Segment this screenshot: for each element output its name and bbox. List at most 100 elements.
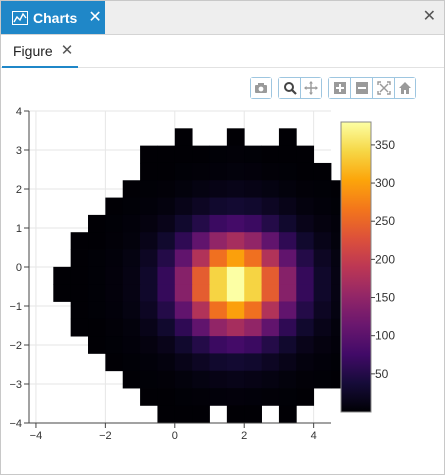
heatmap-cell-6-8 bbox=[174, 214, 193, 233]
heatmap-cell-12-11 bbox=[226, 318, 245, 337]
heatmap-cell-14-10 bbox=[209, 353, 228, 372]
home-icon[interactable] bbox=[394, 77, 416, 99]
heatmap-cell-2-11 bbox=[226, 145, 245, 164]
heatmap-cell-16-14 bbox=[278, 388, 297, 406]
y-tick-label-7: 3 bbox=[16, 145, 22, 157]
heatmap-cell-4-15 bbox=[296, 180, 315, 198]
heatmap-cell-8-13 bbox=[261, 249, 280, 268]
colorbar-tick-label-3: 200 bbox=[375, 252, 395, 266]
heatmap-cell-7-3 bbox=[88, 232, 106, 250]
x-tick-label-2: 0 bbox=[172, 430, 178, 441]
close-icon[interactable]: ✕ bbox=[88, 8, 102, 26]
y-tick-label-4: 0 bbox=[16, 262, 22, 274]
heatmap-cell-14-6 bbox=[140, 353, 158, 372]
heatmap-cell-9-12 bbox=[244, 266, 262, 285]
heatmap-cell-12-12 bbox=[244, 318, 262, 337]
heatmap-cell-10-3 bbox=[88, 284, 106, 302]
heatmap-cell-4-16 bbox=[313, 180, 332, 198]
heatmap-cell-8-5 bbox=[122, 249, 141, 268]
heatmap-cell-8-16 bbox=[313, 249, 332, 268]
zoom-out-icon[interactable] bbox=[350, 77, 372, 99]
heatmap-cell-14-15 bbox=[296, 353, 315, 372]
heatmap-cell-4-13 bbox=[261, 180, 280, 198]
heatmap-cell-4-5 bbox=[122, 180, 141, 198]
heatmap-cell-17-11 bbox=[226, 405, 245, 424]
zoom-icon[interactable] bbox=[278, 77, 300, 99]
heatmap-cell-14-16 bbox=[313, 353, 332, 372]
heatmap-cell-17-7 bbox=[157, 405, 176, 424]
heatmap-cell-6-12 bbox=[244, 214, 262, 233]
heatmap-cell-5-14 bbox=[278, 197, 297, 216]
heatmap-cell-8-11 bbox=[226, 249, 245, 268]
tab-figure-label: Figure bbox=[13, 42, 53, 59]
heatmap-cell-5-16 bbox=[313, 197, 332, 216]
x-tick-label-3: 2 bbox=[241, 430, 247, 441]
pan-icon[interactable] bbox=[300, 77, 322, 99]
heatmap-cell-14-13 bbox=[261, 353, 280, 372]
heatmap-cell-15-15 bbox=[296, 370, 315, 389]
heatmap-cell-2-12 bbox=[244, 145, 262, 164]
heatmap-cell-7-9 bbox=[192, 232, 210, 250]
heatmap-cell-13-9 bbox=[192, 336, 210, 354]
tab-figure[interactable]: Figure ✕ bbox=[2, 35, 78, 68]
heatmap-cell-3-15 bbox=[296, 162, 315, 181]
heatmap-cell-6-16 bbox=[313, 214, 332, 233]
heatmap-cell-11-4 bbox=[105, 301, 124, 320]
heatmap-cell-4-11 bbox=[226, 180, 245, 198]
heatmap-cell-3-6 bbox=[140, 162, 158, 181]
heatmap-cell-10-8 bbox=[174, 284, 193, 302]
heatmap-cell-11-10 bbox=[209, 301, 228, 320]
heatmap-cell-13-15 bbox=[296, 336, 315, 354]
camera-icon[interactable] bbox=[250, 77, 272, 99]
heatmap-cell-7-6 bbox=[140, 232, 158, 250]
heatmap-cell-10-6 bbox=[140, 284, 158, 302]
heatmap-cell-17-8 bbox=[174, 405, 193, 424]
heatmap-cell-3-12 bbox=[244, 162, 262, 181]
heatmap-cell-8-15 bbox=[296, 249, 315, 268]
heatmap-cell-7-8 bbox=[174, 232, 193, 250]
heatmap-cell-5-13 bbox=[261, 197, 280, 216]
close-icon[interactable]: ✕ bbox=[60, 42, 74, 59]
heatmap-cell-16-13 bbox=[261, 388, 280, 406]
heatmap-cell-6-6 bbox=[140, 214, 158, 233]
heatmap-cell-3-8 bbox=[174, 162, 193, 181]
heatmap-cell-5-11 bbox=[226, 197, 245, 216]
heatmap-cell-7-16 bbox=[313, 232, 332, 250]
heatmap-cell-1-14 bbox=[278, 128, 297, 147]
heatmap-cell-7-7 bbox=[157, 232, 176, 250]
heatmap-cell-12-8 bbox=[174, 318, 193, 337]
heatmap-cell-11-3 bbox=[88, 301, 106, 320]
heatmap-cell-13-11 bbox=[226, 336, 245, 354]
heatmap-cell-13-14 bbox=[278, 336, 297, 354]
heatmap-cell-16-7 bbox=[157, 388, 176, 406]
heatmap-cell-11-5 bbox=[122, 301, 141, 320]
heatmap-cell-7-10 bbox=[209, 232, 228, 250]
autoscale-icon[interactable] bbox=[372, 77, 394, 99]
heatmap-cell-13-10 bbox=[209, 336, 228, 354]
tab-charts[interactable]: Charts ✕ bbox=[1, 1, 105, 34]
heatmap-cell-14-14 bbox=[278, 353, 297, 372]
heatmap-cell-15-14 bbox=[278, 370, 297, 389]
heatmap-cell-5-10 bbox=[209, 197, 228, 216]
heatmap-cell-6-3 bbox=[88, 214, 106, 233]
zoom-in-icon[interactable] bbox=[328, 77, 350, 99]
y-tick-label-3: −1 bbox=[9, 301, 22, 313]
heatmap-cell-11-16 bbox=[313, 301, 332, 320]
colorbar-tick-label-2: 150 bbox=[375, 291, 395, 305]
y-tick-label-1: −3 bbox=[9, 379, 22, 391]
heatmap-cell-17-12 bbox=[244, 405, 262, 424]
heatmap-cell-14-8 bbox=[174, 353, 193, 372]
window-close-icon[interactable]: ✕ bbox=[422, 8, 436, 25]
heatmap-cell-15-12 bbox=[244, 370, 262, 389]
y-tick-label-6: 2 bbox=[16, 184, 22, 196]
heatmap-cell-1-8 bbox=[174, 128, 193, 147]
heatmap-cell-12-6 bbox=[140, 318, 158, 337]
heatmap-cell-7-5 bbox=[122, 232, 141, 250]
heatmap-cell-8-8 bbox=[174, 249, 193, 268]
heatmap-cell-10-9 bbox=[192, 284, 210, 302]
colorbar-tick-label-0: 50 bbox=[375, 367, 389, 381]
heatmap-cell-17-14 bbox=[278, 405, 297, 424]
heatmap-cell-14-11 bbox=[226, 353, 245, 372]
heatmap-cell-10-7 bbox=[157, 284, 176, 302]
heatmap-cell-15-16 bbox=[313, 370, 332, 389]
